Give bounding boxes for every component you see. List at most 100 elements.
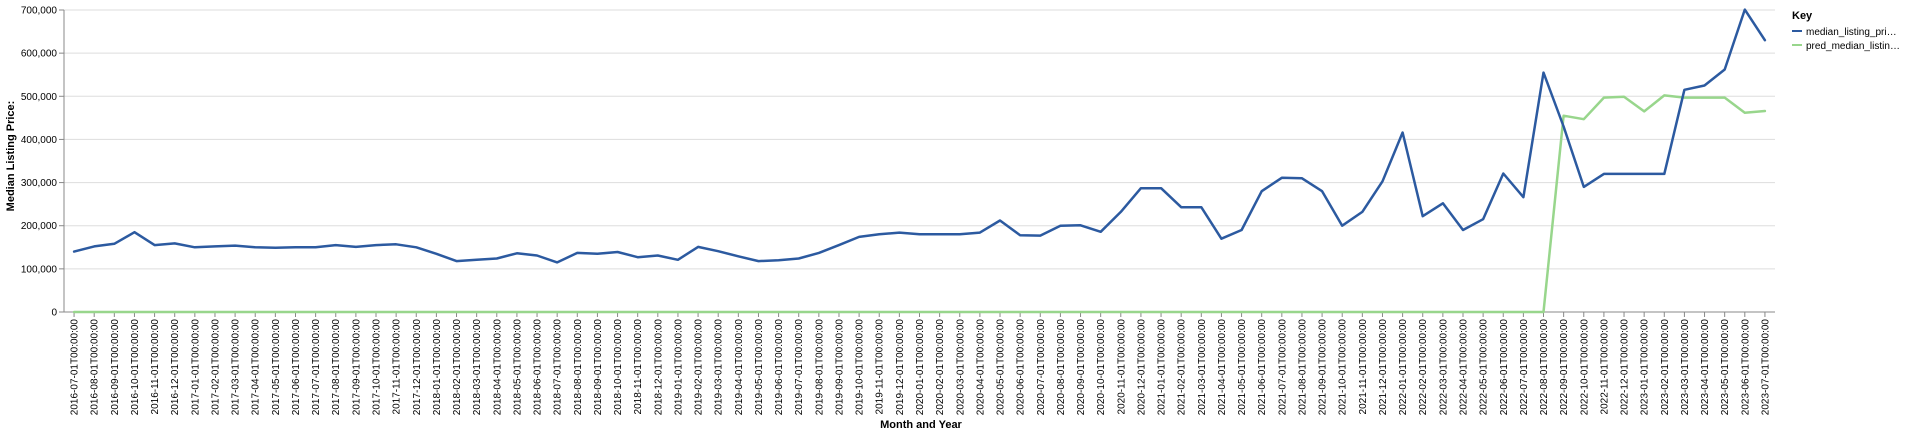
x-tick-label: 2017-04-01T00:00:00 [251, 319, 262, 416]
x-tick-label: 2022-12-01T00:00:00 [1620, 319, 1631, 416]
legend-title: Key [1792, 10, 1813, 22]
x-tick-label: 2020-06-01T00:00:00 [1016, 319, 1027, 416]
x-tick-label: 2021-06-01T00:00:00 [1257, 319, 1268, 416]
x-tick-label: 2023-07-01T00:00:00 [1760, 319, 1771, 416]
x-tick-label: 2019-01-01T00:00:00 [673, 319, 684, 416]
x-tick-label: 2021-04-01T00:00:00 [1217, 319, 1228, 416]
x-tick-label: 2019-09-01T00:00:00 [834, 319, 845, 416]
x-tick-label: 2017-07-01T00:00:00 [311, 319, 322, 416]
y-tick-label: 300,000 [21, 178, 58, 189]
x-tick-label: 2019-07-01T00:00:00 [794, 319, 805, 416]
x-tick-label: 2018-03-01T00:00:00 [472, 319, 483, 416]
x-tick-label: 2017-03-01T00:00:00 [231, 319, 242, 416]
x-tick-label: 2016-11-01T00:00:00 [150, 319, 161, 415]
x-tick-label: 2022-04-01T00:00:00 [1458, 319, 1469, 416]
y-axis-title: Median Listing Price: [5, 101, 17, 212]
y-tick-label: 200,000 [21, 221, 58, 232]
series-line-median-listing-pri [72, 8, 1767, 264]
x-tick-label: 2019-11-01T00:00:00 [875, 319, 886, 415]
x-tick-label: 2023-04-01T00:00:00 [1700, 319, 1711, 416]
x-tick-label: 2023-01-01T00:00:00 [1640, 319, 1651, 416]
gridlines [64, 9, 1775, 313]
y-tick-label: 100,000 [21, 264, 58, 275]
x-tick-label: 2022-07-01T00:00:00 [1519, 319, 1530, 416]
x-tick-label: 2020-03-01T00:00:00 [955, 319, 966, 416]
x-tick-label: 2018-05-01T00:00:00 [512, 319, 523, 416]
y-tick-label: 700,000 [21, 6, 58, 17]
x-tick-label: 2020-02-01T00:00:00 [935, 319, 946, 416]
x-tick-label: 2020-01-01T00:00:00 [915, 319, 926, 416]
x-tick-label: 2021-07-01T00:00:00 [1277, 319, 1288, 416]
x-tick-label: 2018-04-01T00:00:00 [492, 319, 503, 416]
x-tick-label: 2017-11-01T00:00:00 [392, 319, 403, 415]
x-tick-label: 2023-06-01T00:00:00 [1740, 319, 1751, 416]
x-tick-label: 2017-01-01T00:00:00 [190, 319, 201, 416]
x-tick-label: 2017-10-01T00:00:00 [372, 319, 383, 416]
x-tick-label: 2019-05-01T00:00:00 [754, 319, 765, 416]
x-tick-label: 2021-09-01T00:00:00 [1318, 319, 1329, 416]
x-tick-label: 2019-04-01T00:00:00 [734, 319, 745, 416]
series-lines [72, 8, 1767, 314]
x-tick-label: 2019-10-01T00:00:00 [855, 319, 866, 416]
x-tick-label: 2020-11-01T00:00:00 [1116, 319, 1127, 415]
x-tick-label: 2018-02-01T00:00:00 [452, 319, 463, 416]
x-tick-label: 2021-08-01T00:00:00 [1297, 319, 1308, 416]
x-tick-label: 2021-01-01T00:00:00 [1157, 319, 1168, 416]
x-tick-label: 2019-06-01T00:00:00 [774, 319, 785, 416]
x-tick-label: 2020-10-01T00:00:00 [1096, 319, 1107, 416]
y-tick-label: 0 [51, 308, 57, 319]
x-tick-label: 2016-07-01T00:00:00 [70, 319, 81, 416]
legend: Key median_listing_pri… pred_median_list… [1792, 10, 1900, 52]
x-tick-label: 2017-06-01T00:00:00 [291, 319, 302, 416]
x-tick-label: 2018-01-01T00:00:00 [432, 319, 443, 416]
x-tick-label: 2017-02-01T00:00:00 [210, 319, 221, 416]
x-tick-label: 2019-03-01T00:00:00 [714, 319, 725, 416]
x-tick-label: 2023-02-01T00:00:00 [1660, 319, 1671, 416]
x-tick-label: 2016-09-01T00:00:00 [110, 319, 121, 416]
y-tick-label: 600,000 [21, 49, 58, 60]
x-tick-label: 2019-12-01T00:00:00 [895, 319, 906, 416]
y-axis: 0 100,000 200,000 300,000 400,000 500,000 600,… [21, 6, 65, 319]
x-tick-label: 2018-08-01T00:00:00 [573, 319, 584, 416]
legend-label-median: median_listing_pri… [1806, 27, 1897, 38]
x-tick-label: 2018-09-01T00:00:00 [593, 319, 604, 416]
x-tick-label: 2016-12-01T00:00:00 [170, 319, 181, 416]
x-tick-label: 2022-08-01T00:00:00 [1539, 319, 1550, 416]
y-tick-label: 500,000 [21, 92, 58, 103]
x-tick-label: 2022-02-01T00:00:00 [1418, 319, 1429, 416]
x-tick-label: 2022-01-01T00:00:00 [1398, 319, 1409, 416]
x-tick-label: 2017-09-01T00:00:00 [351, 319, 362, 416]
y-tick-label: 400,000 [21, 135, 58, 146]
x-tick-label: 2020-07-01T00:00:00 [1036, 319, 1047, 416]
x-tick-label: 2020-08-01T00:00:00 [1056, 319, 1067, 416]
x-tick-label: 2021-10-01T00:00:00 [1338, 319, 1349, 416]
x-tick-label: 2019-08-01T00:00:00 [814, 319, 825, 416]
x-tick-label: 2021-12-01T00:00:00 [1378, 319, 1389, 416]
x-tick-label: 2018-12-01T00:00:00 [653, 319, 664, 416]
x-tick-label: 2017-08-01T00:00:00 [331, 319, 342, 416]
x-tick-label: 2021-02-01T00:00:00 [1177, 319, 1188, 416]
x-tick-label: 2022-05-01T00:00:00 [1479, 319, 1490, 416]
legend-label-pred: pred_median_listin… [1806, 41, 1900, 52]
x-tick-label: 2016-10-01T00:00:00 [130, 319, 141, 416]
x-tick-label: 2018-11-01T00:00:00 [633, 319, 644, 415]
x-tick-label: 2022-11-01T00:00:00 [1599, 319, 1610, 415]
x-tick-label: 2023-05-01T00:00:00 [1720, 319, 1731, 416]
x-tick-label: 2021-11-01T00:00:00 [1358, 319, 1369, 415]
x-tick-label: 2016-08-01T00:00:00 [90, 319, 101, 416]
series-line-pred-median-listin [72, 94, 1767, 314]
x-tick-label: 2019-02-01T00:00:00 [694, 319, 705, 416]
x-tick-label: 2018-10-01T00:00:00 [613, 319, 624, 416]
x-tick-label: 2022-09-01T00:00:00 [1559, 319, 1570, 416]
x-tick-label: 2017-05-01T00:00:00 [271, 319, 282, 416]
x-tick-label: 2020-12-01T00:00:00 [1136, 319, 1147, 416]
x-tick-label: 2020-09-01T00:00:00 [1076, 319, 1087, 416]
x-tick-label: 2020-04-01T00:00:00 [975, 319, 986, 416]
x-tick-label: 2018-06-01T00:00:00 [533, 319, 544, 416]
x-tick-label: 2023-03-01T00:00:00 [1680, 319, 1691, 416]
x-tick-label: 2018-07-01T00:00:00 [553, 319, 564, 416]
x-tick-label: 2020-05-01T00:00:00 [996, 319, 1007, 416]
x-tick-label: 2022-03-01T00:00:00 [1438, 319, 1449, 416]
x-tick-label: 2022-06-01T00:00:00 [1499, 319, 1510, 416]
